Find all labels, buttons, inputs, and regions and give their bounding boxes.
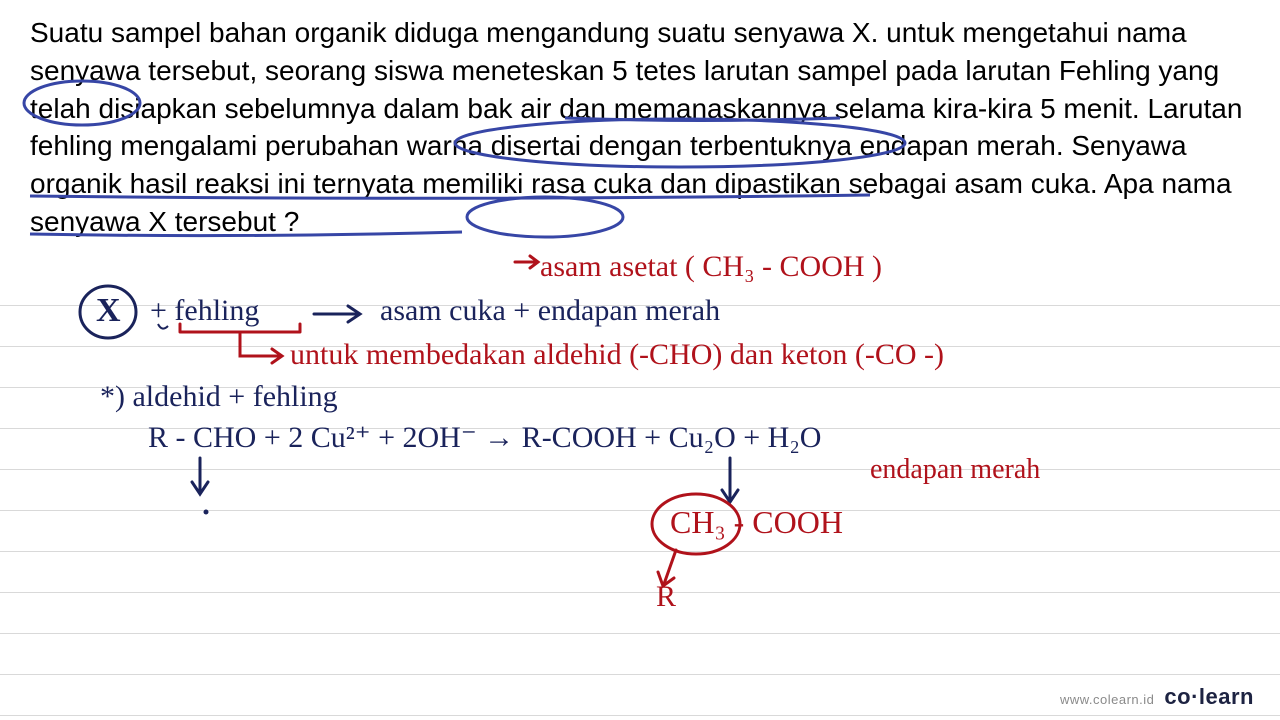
question-text: Suatu sampel bahan organik diduga mengan… (30, 14, 1250, 241)
text-aldehid-fehling: *) aldehid + fehling (100, 380, 338, 414)
text-R: R (656, 580, 676, 614)
question-block: Suatu sampel bahan organik diduga mengan… (30, 14, 1250, 241)
page-root: Suatu sampel bahan organik diduga mengan… (0, 0, 1280, 720)
text-asam-asetat: asam asetat ( CH₃ - COOH ) (540, 250, 882, 284)
text-plus-fehling: + fehling (150, 294, 259, 328)
footer-brand: co·learn (1164, 684, 1254, 710)
footer-url: www.colearn.id (1060, 692, 1154, 707)
ruled-paper-background (0, 265, 1280, 720)
text-membedakan: untuk membedakan aldehid (-CHO) dan keto… (290, 338, 944, 372)
text-ch3-cooh: CH₃ - COOH (670, 504, 843, 541)
text-equation: R - CHO + 2 Cu²⁺ + 2OH⁻ → R-COOH + Cu₂O … (148, 420, 821, 455)
text-X: X (96, 292, 121, 330)
text-asam-cuka-endapan: asam cuka + endapan merah (380, 294, 720, 328)
text-endapan-merah: endapan merah (870, 454, 1040, 486)
footer: www.colearn.id co·learn (1060, 684, 1254, 710)
